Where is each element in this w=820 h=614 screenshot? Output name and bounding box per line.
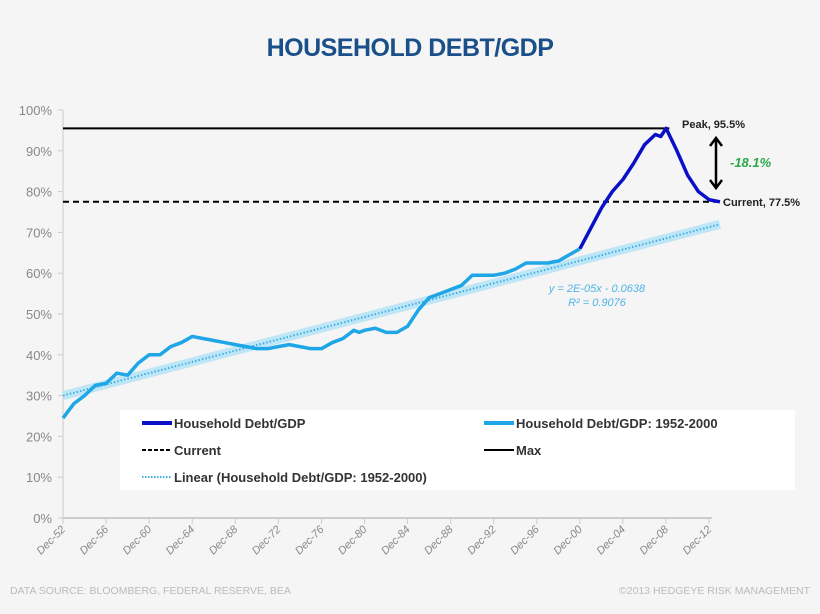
- chart-title: HOUSEHOLD DEBT/GDP: [266, 34, 554, 62]
- x-tick-label: Dec-64: [164, 524, 198, 558]
- data-source: DATA SOURCE: BLOOMBERG, FEDERAL RESERVE,…: [10, 585, 291, 597]
- x-tick-label: Dec-12: [681, 524, 715, 558]
- legend-label: Max: [516, 443, 542, 458]
- y-tick-label: 80%: [26, 185, 52, 200]
- y-tick-label: 10%: [26, 470, 52, 485]
- y-tick-label: 0%: [33, 511, 52, 526]
- x-tick-label: Dec-56: [78, 523, 112, 557]
- legend-label: Household Debt/GDP: [174, 416, 306, 431]
- y-tick-label: 20%: [26, 429, 52, 444]
- double-arrow-icon: [709, 135, 723, 191]
- change-annotation: -18.1%: [730, 155, 772, 170]
- x-tick-label: Dec-72: [250, 524, 284, 558]
- series-line-household-debt-gdp-1952-2000: [61, 247, 581, 420]
- legend-label: Household Debt/GDP: 1952-2000: [516, 416, 718, 431]
- legend: [120, 410, 795, 490]
- x-tick-label: Dec-88: [422, 523, 456, 557]
- y-tick-label: 40%: [26, 348, 52, 363]
- peak-annotation: Peak, 95.5%: [682, 119, 745, 131]
- x-tick-label: Dec-80: [336, 523, 370, 557]
- x-tick-label: Dec-60: [121, 523, 155, 557]
- x-tick-label: Dec-96: [508, 523, 542, 557]
- y-tick-label: 70%: [26, 225, 52, 240]
- x-tick-label: Dec-68: [207, 523, 241, 557]
- trend-equation: y = 2E-05x - 0.0638: [548, 283, 646, 295]
- x-tick-label: Dec-00: [551, 523, 585, 557]
- copyright: ©2013 HEDGEYE RISK MANAGEMENT: [619, 585, 810, 597]
- y-tick-label: 60%: [26, 266, 52, 281]
- trend-r2: R² = 0.9076: [568, 297, 627, 309]
- series-line-household-debt-gdp: [578, 126, 721, 250]
- x-tick-label: Dec-76: [293, 523, 327, 557]
- y-tick-label: 30%: [26, 389, 52, 404]
- legend-label: Linear (Household Debt/GDP: 1952-2000): [174, 470, 427, 485]
- trendline: [62, 223, 721, 397]
- x-tick-label: Dec-08: [638, 523, 672, 557]
- x-tick-label: Dec-84: [379, 524, 413, 558]
- y-tick-label: 100%: [19, 103, 53, 118]
- legend-label: Current: [174, 443, 222, 458]
- x-tick-label: Dec-04: [594, 524, 628, 558]
- y-tick-label: 50%: [26, 307, 52, 322]
- x-tick-label: Dec-52: [35, 524, 69, 558]
- y-tick-label: 90%: [26, 144, 52, 159]
- current-annotation: Current, 77.5%: [723, 197, 800, 209]
- x-tick-label: Dec-92: [465, 524, 499, 558]
